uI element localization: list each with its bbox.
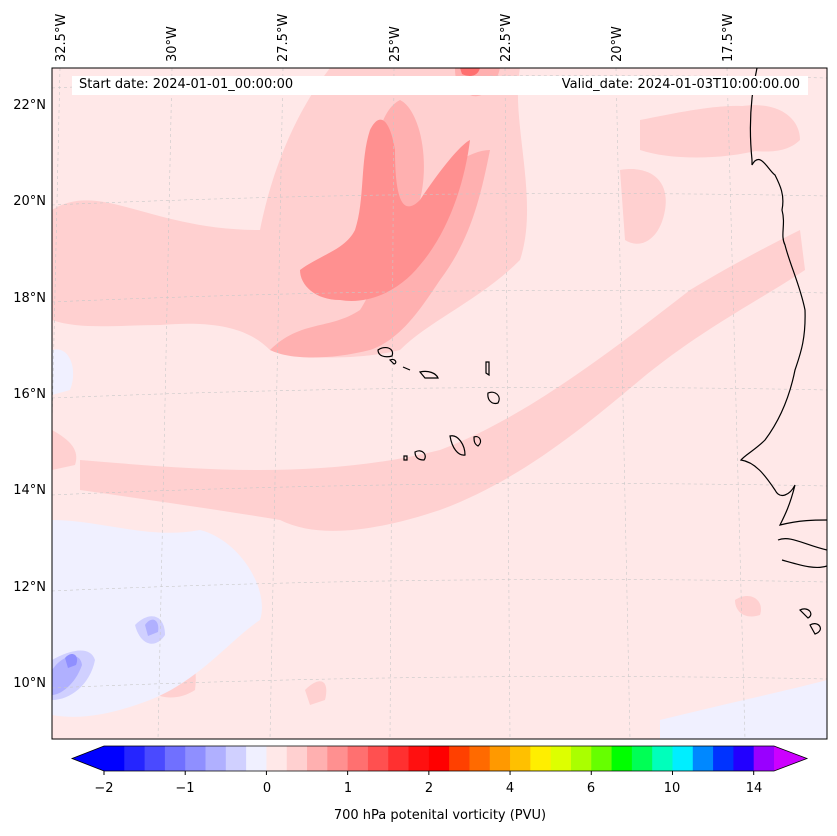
colorbar [70, 745, 809, 775]
colorbar-segment [672, 746, 694, 771]
colorbar-tick: −2 [94, 781, 114, 796]
colorbar-tick: 6 [586, 781, 596, 796]
colorbar-segment [144, 746, 166, 771]
colorbar-segment [449, 746, 470, 771]
colorbar-label: 700 hPa potenital vorticity (PVU) [333, 808, 547, 823]
colorbar-segment [408, 746, 430, 771]
colorbar-tick: 14 [745, 781, 763, 796]
colorbar-tick: 4 [505, 781, 515, 796]
colorbar-segment [104, 746, 125, 771]
colorbar-segment [286, 746, 308, 771]
colorbar-tick: 1 [343, 781, 353, 796]
colorbar-tick: 10 [663, 781, 681, 796]
colorbar-segment [591, 746, 613, 771]
colorbar-segment [428, 746, 450, 771]
colorbar-segment [164, 746, 186, 771]
colorbar-segment [347, 746, 369, 771]
date-header: Start date: 2024-01-01_00:00:00 Valid_da… [72, 76, 808, 95]
colorbar-segment [367, 746, 389, 771]
colorbar-over-triangle [774, 746, 807, 771]
start-date: Start date: 2024-01-01_00:00:00 [79, 77, 294, 92]
lat-label: 12°N [13, 580, 46, 595]
colorbar-segment [225, 746, 247, 771]
colorbar-segment [246, 746, 267, 771]
colorbar-outline [70, 745, 809, 772]
lat-label: 18°N [13, 291, 46, 306]
pv-field [52, 68, 827, 739]
colorbar-segment [185, 746, 207, 771]
colorbar-segment [570, 746, 592, 771]
colorbar-segment [530, 746, 552, 771]
colorbar-segment [327, 746, 349, 771]
colorbar-segment [124, 746, 146, 771]
map-frame [51, 67, 828, 740]
colorbar-segment [489, 746, 511, 771]
colorbar-segment [510, 746, 531, 771]
colorbar-segment [205, 746, 227, 771]
colorbar-segment [652, 746, 673, 771]
colorbar-segment [692, 746, 714, 771]
colorbar-tick: −1 [175, 781, 195, 796]
colorbar-segment [733, 746, 755, 771]
lat-label: 10°N [13, 676, 46, 691]
colorbar-tick: 0 [262, 781, 272, 796]
colorbar-segment [550, 746, 572, 771]
colorbar-segment [266, 746, 288, 771]
colorbar-segment [307, 746, 328, 771]
colorbar-segment [388, 746, 410, 771]
coastline [377, 68, 827, 635]
lat-label: 16°N [13, 387, 46, 402]
colorbar-segment [753, 746, 775, 771]
colorbar-segment [611, 746, 633, 771]
colorbar-segment [631, 746, 653, 771]
lat-label: 22°N [13, 98, 46, 113]
colorbar-under-triangle [72, 746, 104, 771]
colorbar-segment [713, 746, 734, 771]
lat-label: 14°N [13, 483, 46, 498]
colorbar-tick: 2 [424, 781, 434, 796]
lat-label: 20°N [13, 194, 46, 209]
colorbar-segment [469, 746, 491, 771]
valid-date: Valid_date: 2024-01-03T10:00:00.00 [561, 77, 800, 92]
